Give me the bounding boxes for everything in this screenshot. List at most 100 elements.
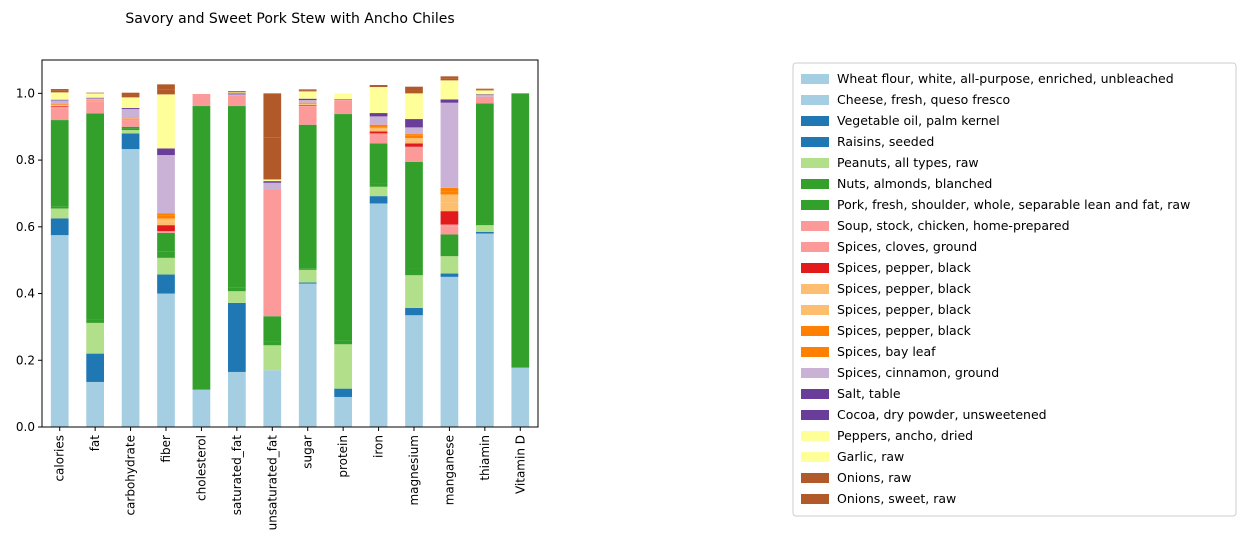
y-tick-label: 0.4 (16, 287, 35, 301)
bar-segment-protein-5 (334, 340, 352, 345)
bar-segment-calories-14 (50, 100, 69, 104)
bar-segment-unsaturated_fat-19 (263, 137, 282, 180)
legend-label: Spices, pepper, black (837, 281, 972, 296)
bar-segment-saturated_fat-8 (228, 95, 246, 97)
legend-swatch (801, 494, 829, 504)
legend-swatch (801, 158, 829, 168)
x-tick-label-saturated_fat: saturated_fat (230, 435, 244, 515)
bar-segment-iron-0 (369, 203, 388, 427)
bar-segment-manganese-12 (440, 191, 459, 195)
bar-segment-magnesium-5 (405, 268, 423, 276)
bar-segment-cholesterol-6 (192, 106, 211, 390)
legend-label: Spices, cinnamon, ground (837, 365, 999, 380)
chart-title: Savory and Sweet Pork Stew with Ancho Ch… (125, 11, 454, 27)
bar-segment-unsaturated_fat-6 (263, 316, 282, 342)
bar-segment-saturated_fat-7 (228, 96, 246, 107)
bar-segment-carbohydrate-19 (121, 95, 140, 98)
legend-swatch (801, 263, 829, 273)
bar-segment-saturated_fat-14 (228, 94, 246, 96)
x-tick-label-fat: fat (88, 435, 102, 452)
bar-segment-iron-19 (369, 86, 388, 88)
x-tick-label-protein: protein (336, 435, 350, 478)
legend-swatch (801, 431, 829, 441)
x-tick-label-cholesterol: cholesterol (194, 435, 208, 501)
bar-segment-carbohydrate-3 (121, 133, 140, 150)
bar-segment-magnesium-12 (405, 135, 423, 139)
bar-segment-iron-14 (369, 116, 388, 125)
bar-segment-unsaturated_fat-20 (263, 93, 282, 138)
bar-segment-unsaturated_fat-14 (263, 182, 282, 190)
bar-segment-manganese-16 (440, 99, 459, 103)
bar-segment-manganese-3 (440, 273, 459, 277)
bar-segment-fat-4 (86, 322, 104, 354)
legend-swatch (801, 368, 829, 378)
bar-segment-manganese-6 (440, 234, 459, 255)
bar-segment-iron-7 (369, 135, 388, 144)
bar-segment-fat-5 (86, 319, 104, 323)
bar-segment-iron-16 (369, 113, 388, 117)
bar-segment-calories-6 (50, 120, 69, 207)
bar-segment-protein-4 (334, 344, 352, 389)
bar-segment-magnesium-3 (405, 307, 423, 316)
bar-segment-calories-20 (50, 89, 69, 91)
bar-segment-fiber-11 (157, 218, 175, 222)
bar-segment-carbohydrate-20 (121, 92, 140, 96)
legend-label: Nuts, almonds, blanched (837, 176, 992, 191)
legend-label: Cocoa, dry powder, unsweetened (837, 407, 1047, 422)
bar-segment-Vitamin D-1 (511, 367, 530, 427)
bar-segment-carbohydrate-8 (121, 119, 140, 121)
bar-segment-thiamin-18 (476, 90, 494, 92)
bar-segment-fiber-5 (157, 251, 175, 258)
legend-box (792, 62, 1237, 517)
legend-label: Spices, pepper, black (837, 302, 972, 317)
legend-label: Spices, cloves, ground (837, 239, 977, 254)
legend-label: Vegetable oil, palm kernel (837, 113, 1000, 128)
y-tick-label: 0.2 (16, 353, 35, 367)
legend-label: Spices, bay leaf (837, 344, 936, 359)
bar-segment-fiber-20 (157, 84, 175, 90)
bar-segment-fat-14 (86, 98, 104, 100)
bar-segment-magnesium-9 (405, 143, 423, 147)
legend-swatch (801, 200, 829, 210)
bar-segment-protein-8 (334, 100, 352, 101)
bar-segment-saturated_fat-6 (228, 106, 246, 288)
bar-segment-magnesium-16 (405, 119, 423, 128)
bar-segment-sugar-4 (298, 269, 317, 283)
bar-segment-thiamin-6 (476, 103, 494, 224)
y-tick-label: 0.0 (16, 420, 35, 434)
bar-segment-manganese-17 (440, 81, 459, 100)
legend-swatch (801, 179, 829, 189)
bar-segment-calories-9 (50, 106, 69, 107)
bar-segment-thiamin-14 (476, 95, 494, 97)
bar-segment-iron-9 (369, 131, 388, 134)
legend-label: Peppers, ancho, dried (837, 428, 973, 443)
bar-segment-fat-16 (86, 97, 104, 99)
legend-label: Onions, sweet, raw (837, 491, 956, 506)
legend-swatch (801, 326, 829, 336)
bar-segment-manganese-11 (440, 194, 459, 203)
x-tick-label-thiamin: thiamin (478, 435, 492, 481)
bar-segment-fiber-4 (157, 257, 175, 275)
bar-segment-sugar-3 (298, 282, 317, 284)
bar-segment-magnesium-4 (405, 275, 423, 308)
legend-swatch (801, 305, 829, 315)
bar-segment-iron-17 (369, 88, 388, 114)
bar-segment-carbohydrate-0 (121, 149, 140, 427)
bar-segment-fat-7 (86, 101, 104, 114)
bar-segment-sugar-14 (298, 100, 317, 103)
x-tick-label-unsaturated_fat: unsaturated_fat (265, 435, 279, 531)
bar-segment-manganese-18 (440, 80, 459, 82)
legend-label: Peanuts, all types, raw (837, 155, 979, 170)
bar-segment-carbohydrate-17 (121, 98, 140, 109)
x-tick-label-fiber: fiber (159, 435, 173, 463)
bar-segment-calories-10 (50, 105, 69, 107)
bar-segment-calories-11 (50, 104, 69, 106)
bar-segment-manganese-8 (440, 224, 459, 227)
x-tick-label-carbohydrate: carbohydrate (124, 435, 138, 516)
y-tick-label: 0.6 (16, 220, 35, 234)
bar-segment-carbohydrate-4 (121, 130, 140, 134)
bar-segment-manganese-9 (440, 211, 459, 225)
bar-segment-calories-3 (50, 218, 69, 236)
bar-segment-unsaturated_fat-17 (263, 179, 282, 182)
legend-label: Cheese, fresh, queso fresco (837, 92, 1010, 107)
